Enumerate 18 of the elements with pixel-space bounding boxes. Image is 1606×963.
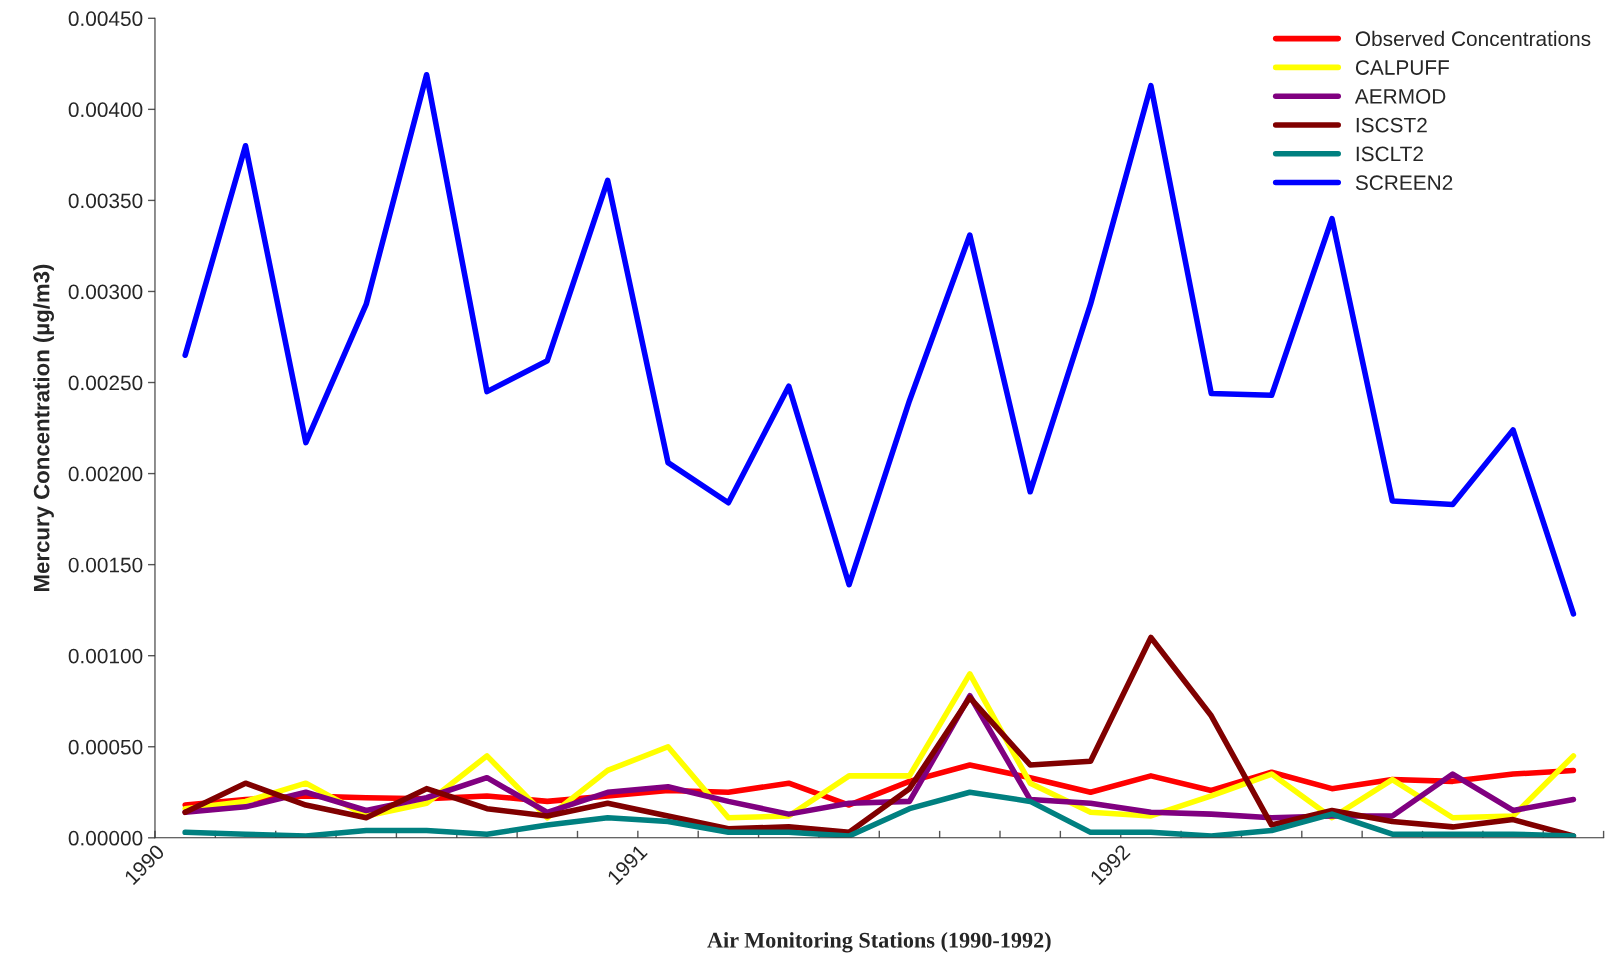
y-tick-label: 0.00100 — [68, 648, 143, 664]
legend-label: ISCLT2 — [1356, 146, 1423, 162]
y-tick-label: 0.00300 — [68, 284, 143, 300]
y-tick-label: 0.00150 — [68, 557, 143, 573]
legend-label: Observed Concentrations — [1355, 30, 1591, 47]
y-tick-label: 0.00200 — [68, 466, 143, 482]
y-tick-label: 0.00400 — [68, 102, 143, 118]
y-tick-label: 0.00000 — [68, 830, 143, 846]
y-tick-label: 0.00450 — [68, 11, 143, 27]
x-axis-title: Air Monitoring Stations (1990-1992) — [707, 932, 1051, 953]
legend-label: SCREEN2 — [1355, 175, 1453, 191]
legend-label: AERMOD — [1354, 88, 1446, 104]
y-tick-label: 0.00050 — [68, 739, 143, 755]
y-tick-label: 0.00250 — [68, 375, 143, 391]
y-axis-title: Mercury Concentration (µg/m3) — [33, 264, 54, 592]
legend-label: CALPUFF — [1355, 60, 1449, 75]
y-tick-label: 0.00350 — [68, 193, 143, 209]
legend-label: ISCST2 — [1356, 117, 1427, 133]
